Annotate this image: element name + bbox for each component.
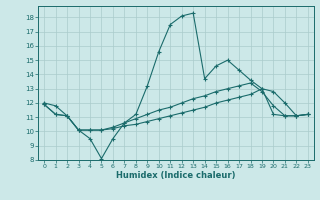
- X-axis label: Humidex (Indice chaleur): Humidex (Indice chaleur): [116, 171, 236, 180]
